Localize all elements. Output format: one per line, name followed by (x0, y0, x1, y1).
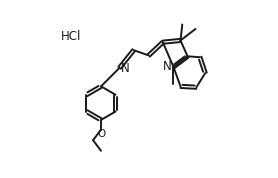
Text: N: N (120, 62, 129, 75)
Text: O: O (97, 129, 105, 139)
Text: HCl: HCl (61, 30, 82, 43)
Text: N: N (163, 60, 171, 73)
